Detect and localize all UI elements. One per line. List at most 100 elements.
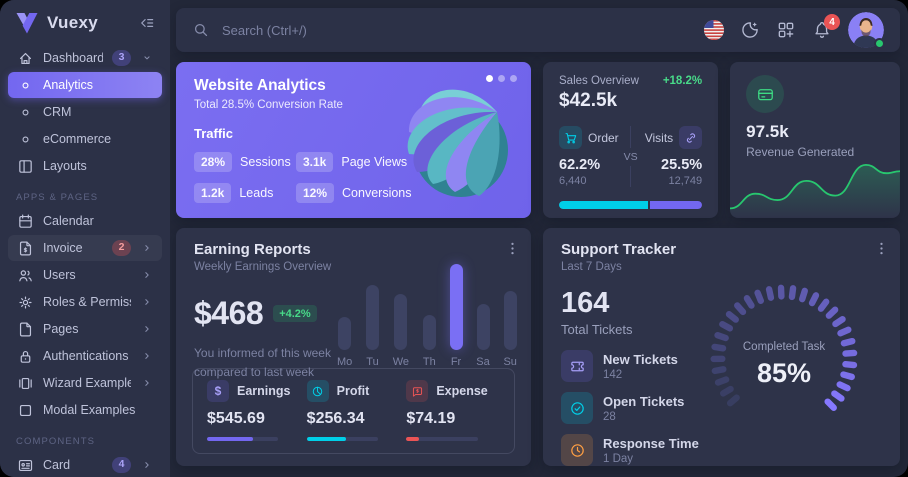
revenue-value: 97.5k: [746, 122, 789, 141]
sidebar-item-crm[interactable]: CRM: [8, 99, 162, 125]
sidebar-item-analytics[interactable]: Analytics: [8, 72, 162, 98]
sidebar-item-modal-examples[interactable]: Modal Examples: [8, 397, 162, 423]
expense-icon: [406, 380, 429, 402]
card-subtitle: Weekly Earnings Overview: [194, 261, 332, 273]
sidebar-item-label: Analytics: [43, 78, 94, 92]
order-stat: Order 62.2% 6,440: [559, 126, 619, 187]
pie-icon: [306, 380, 329, 402]
bell-icon[interactable]: 4: [812, 14, 840, 40]
square-icon: [16, 402, 34, 419]
sidebar: Vuexy Dashboard 3 Analytics CRM eCommerce Lay…: [0, 0, 170, 477]
sidebar-item-label: CRM: [43, 105, 72, 119]
carousel-dots: [486, 75, 517, 82]
moon-icon[interactable]: [740, 20, 760, 40]
main-area: 4: [170, 0, 908, 477]
sidebar-item-card[interactable]: Card 4: [8, 452, 162, 477]
bar-fill: [449, 264, 463, 350]
sidebar-item-layouts[interactable]: Layouts: [8, 153, 162, 179]
traffic-stat-conversions: 12% Conversions: [296, 183, 424, 203]
circle-icon: [16, 133, 34, 146]
card-title: Sales Overview: [559, 75, 639, 87]
carousel-dot-2[interactable]: [498, 75, 505, 82]
gauge-value: 85%: [757, 358, 811, 388]
avatar[interactable]: [848, 12, 885, 49]
note-line-1: You informed of this week: [194, 346, 331, 360]
bar-label: Tu: [366, 356, 379, 368]
kebab-menu-icon[interactable]: [504, 240, 521, 257]
online-status-dot: [874, 38, 885, 49]
bar-fill: [422, 315, 436, 350]
stat-progress-fill: [406, 437, 420, 441]
chevron-right-icon: [140, 268, 154, 282]
ticket-icon: [561, 350, 593, 382]
sidebar-item-wizard-examples[interactable]: Wizard Examples: [8, 370, 162, 396]
traffic-stats: 28% Sessions 3.1k Page Views 1.2k Leads 12% Con…: [194, 152, 424, 203]
grid-shortcuts-icon[interactable]: [776, 20, 796, 40]
sales-total: $42.5k: [559, 90, 618, 111]
bar-Th: Th: [422, 258, 436, 368]
bar-label: We: [392, 356, 410, 368]
traffic-stat-page-views: 3.1k Page Views: [296, 152, 424, 172]
sidebar-collapse-icon[interactable]: [138, 14, 156, 32]
cards-row-2: Earning Reports Weekly Earnings Overview…: [176, 228, 900, 466]
card-subtitle: Total 28.5% Conversion Rate: [194, 99, 343, 111]
sidebar-item-label: Pages: [43, 322, 79, 336]
total-tickets-label: Total Tickets: [561, 322, 633, 337]
sidebar-item-users[interactable]: Users: [8, 262, 162, 288]
bar-label: Su: [503, 356, 517, 368]
credit-card-icon: [746, 75, 785, 113]
progress-gap: [647, 201, 650, 209]
website-analytics-card: Website Analytics Total 28.5% Conversion…: [176, 62, 531, 218]
sidebar-item-label: eCommerce: [43, 132, 112, 146]
bar-label: Th: [422, 356, 436, 368]
bar-fill: [503, 291, 517, 350]
sidebar-item-ecommerce[interactable]: eCommerce: [8, 126, 162, 152]
item-badge: 4: [112, 456, 131, 474]
bar-We: We: [393, 258, 409, 368]
earning-stats-panel: $ Earnings $545.69 Profit $256.34 Expens…: [192, 368, 515, 454]
order-label: Order: [588, 130, 619, 145]
total-tickets-value: 164: [561, 287, 610, 319]
earning-stat-earnings: $ Earnings $545.69: [207, 380, 301, 441]
traffic-stat-sessions: 28% Sessions: [194, 152, 292, 172]
visits-percent: 25.5%: [661, 157, 703, 173]
top-navbar: 4: [176, 8, 900, 52]
search-box[interactable]: [192, 21, 704, 39]
kebab-menu-icon[interactable]: [873, 240, 890, 257]
weekly-note: You informed of this week compared to la…: [194, 344, 513, 381]
sidebar-item-invoice[interactable]: Invoice 2: [8, 235, 162, 261]
support-tracker-card: Support Tracker Last 7 Days 164 Total Ti…: [543, 228, 900, 466]
layout-icon: [16, 158, 34, 175]
sidebar-item-roles-permissions[interactable]: Roles & Permissions: [8, 289, 162, 315]
vuexy-logo-icon: [15, 12, 39, 34]
sidebar-item-label: Modal Examples: [43, 403, 136, 417]
ticket-value: 142: [603, 368, 623, 381]
completed-task-gauge: Completed Task 85%: [710, 284, 858, 411]
sidebar-item-label: Layouts: [43, 159, 87, 173]
stat-progress-track: [207, 437, 279, 441]
card-title: Website Analytics: [194, 77, 326, 94]
ticket-value: 1 Day: [603, 452, 634, 465]
gauge-label: Completed Task: [743, 341, 825, 353]
chevron-right-icon: [140, 322, 154, 336]
cards-row-1: Website Analytics Total 28.5% Conversion…: [176, 62, 900, 218]
sidebar-item-pages[interactable]: Pages: [8, 316, 162, 342]
calendar-icon: [16, 213, 34, 230]
sales-progress-bar: [559, 201, 703, 209]
us-flag-icon[interactable]: [704, 20, 724, 40]
revenue-label: Revenue Generated: [746, 145, 855, 159]
sales-change-badge: +18.2%: [662, 75, 703, 87]
cart-icon: [559, 126, 582, 149]
carousel-dot-1[interactable]: [486, 75, 493, 82]
stat-label: Expense: [436, 384, 488, 398]
invoice-icon: [16, 240, 34, 257]
sidebar-item-dashboard[interactable]: Dashboard 3: [8, 45, 162, 71]
sidebar-item-calendar[interactable]: Calendar: [8, 208, 162, 234]
stat-value: $74.19: [406, 410, 456, 427]
bar-label: Mo: [337, 356, 353, 368]
search-input[interactable]: [220, 21, 540, 39]
stat-progress-track: [406, 437, 478, 441]
bar-label: Sa: [476, 356, 490, 368]
carousel-dot-3[interactable]: [510, 75, 517, 82]
sidebar-item-authentications[interactable]: Authentications: [8, 343, 162, 369]
